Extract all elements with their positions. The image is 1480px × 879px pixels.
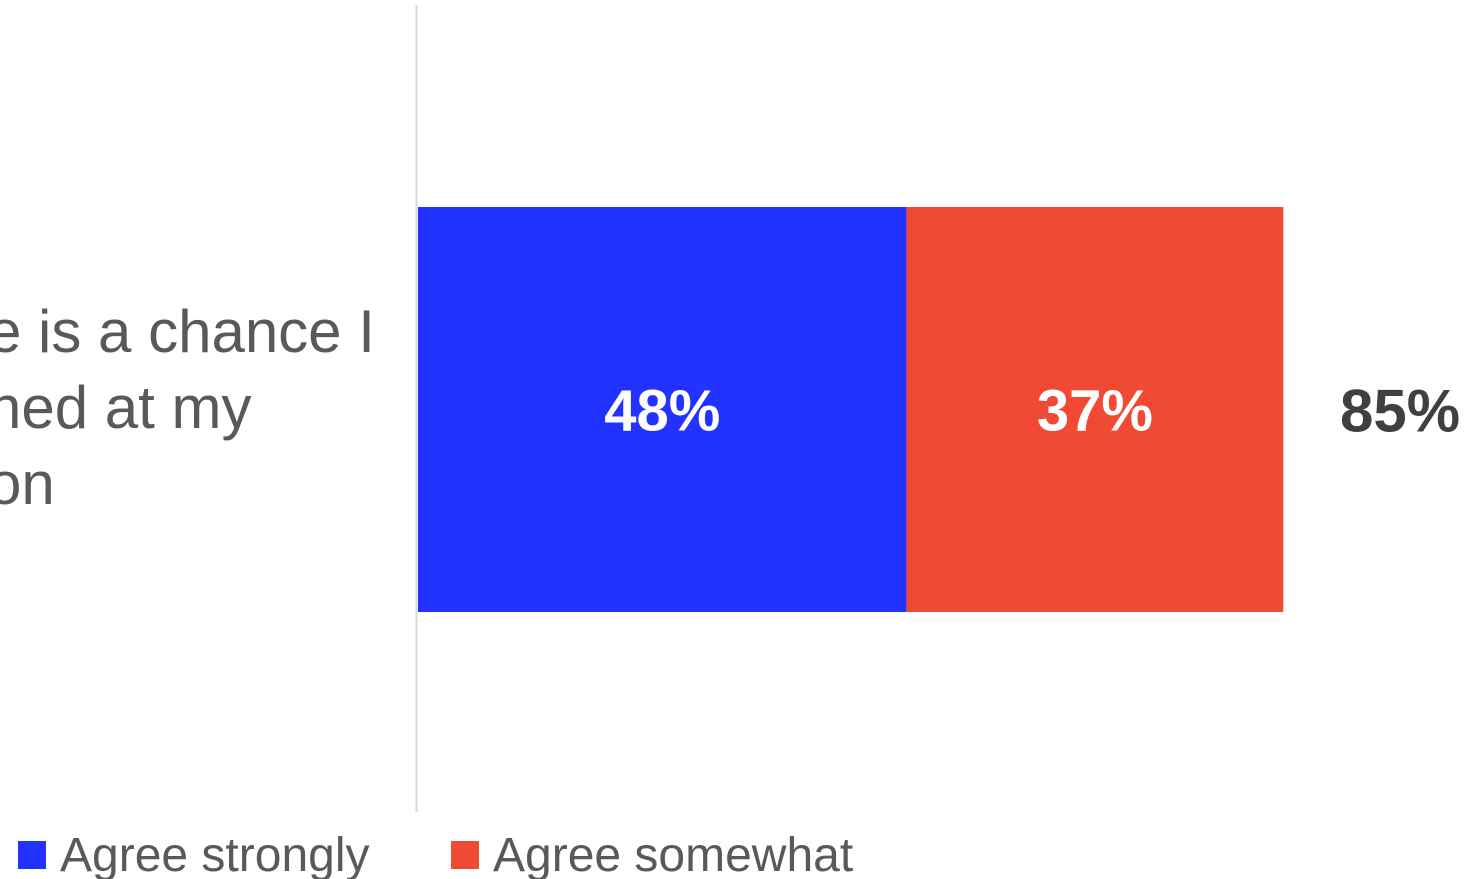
category-label: e is a chance I ned at my on (0, 298, 375, 517)
category-label-line: e is a chance I (0, 298, 375, 365)
legend-label: Agree somewhat (493, 829, 853, 879)
legend-label: Agree strongly (60, 829, 370, 879)
legend-swatch (18, 841, 46, 869)
category-label-line: ned at my (0, 374, 251, 441)
category-label-line: on (0, 450, 55, 517)
bar-labels-group: 48% 37% (604, 379, 1153, 444)
legend-swatch (451, 841, 479, 869)
legend-item-agree-somewhat: Agree somewhat (451, 829, 853, 879)
bar-value-label: 48% (604, 379, 720, 444)
bar-segment-agree-somewhat (906, 207, 1284, 612)
bar-value-label: 37% (1037, 379, 1153, 444)
bar-segment-agree-strongly (418, 207, 907, 612)
total-label: 85% (1340, 378, 1460, 445)
legend-item-agree-strongly: Agree strongly (18, 829, 370, 879)
bars-group (418, 207, 1284, 612)
legend: Agree strongly Agree somewhat (18, 829, 853, 879)
